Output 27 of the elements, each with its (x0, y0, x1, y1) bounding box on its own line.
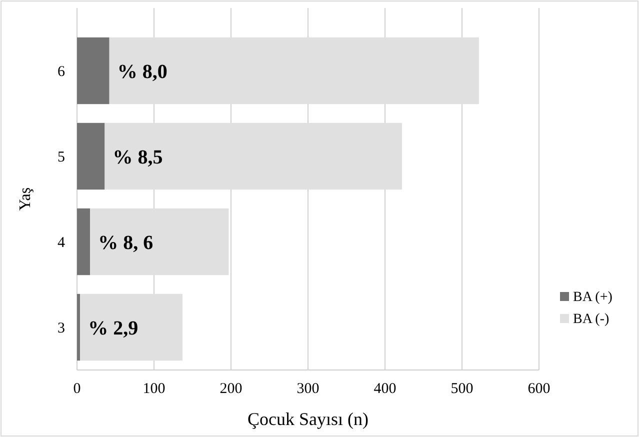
y-tick-label: 4 (58, 234, 66, 251)
x-tick-label: 400 (374, 381, 396, 397)
x-tick-label: 0 (73, 381, 81, 397)
annotation: % 8,0 (117, 60, 168, 83)
x-tick-label: 300 (296, 381, 320, 397)
y-tick-label: 6 (58, 64, 66, 80)
y-tick-label: 3 (58, 320, 65, 336)
bar (77, 294, 80, 361)
y-tick-label: 5 (58, 149, 65, 166)
x-tick-label: 500 (450, 381, 474, 397)
bar (109, 37, 479, 104)
annotation: % 8,5 (112, 146, 163, 168)
x-axis-title: Çocuk Sayısı (n) (248, 409, 368, 429)
annotation: % 8, 6 (98, 232, 154, 254)
bar (77, 208, 90, 276)
annotation: % 2,9 (88, 317, 138, 340)
x-tick-label: 200 (220, 381, 242, 397)
bar (80, 294, 182, 361)
y-axis-title: Yaş (17, 187, 34, 211)
bar (104, 122, 402, 190)
bar (90, 208, 229, 276)
bar (77, 122, 105, 190)
legend-label: BA (-) (573, 312, 610, 327)
x-tick-label: 600 (528, 381, 550, 397)
legend-label: BA (+) (573, 290, 613, 305)
bar (77, 37, 110, 104)
x-tick-label: 100 (142, 381, 166, 397)
